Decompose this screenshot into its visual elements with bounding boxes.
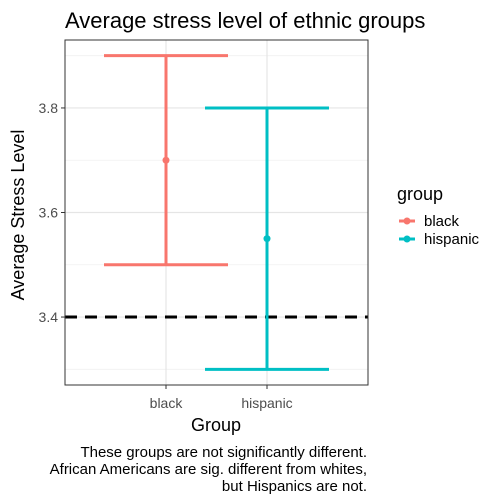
errorbar-black <box>104 54 228 267</box>
x-tick-label: hispanic <box>241 395 292 411</box>
caption-line-2: African Americans are sig. different fro… <box>50 461 367 478</box>
y-axis-title: Average Stress Level <box>8 130 28 301</box>
x-axis-title: Group <box>191 415 241 435</box>
x-axis: black hispanic <box>150 385 293 411</box>
mean-point <box>162 156 170 164</box>
caption: These groups are not significantly diffe… <box>50 444 367 495</box>
caption-line-3: but Hispanics are not. <box>222 478 367 495</box>
y-axis: 3.4 3.6 3.8 <box>39 100 65 325</box>
x-tick-label: black <box>150 395 184 411</box>
plot-panel <box>64 39 369 386</box>
chart-marks <box>65 54 368 371</box>
errorbar-hispanic <box>205 106 329 371</box>
legend-label: hispanic <box>424 231 480 248</box>
y-tick-label: 3.8 <box>39 100 59 116</box>
y-tick-label: 3.4 <box>39 309 59 325</box>
legend-key-point <box>403 235 411 243</box>
legend-title: group <box>397 184 443 204</box>
legend-item-black: black <box>399 213 460 230</box>
caption-line-1: These groups are not significantly diffe… <box>80 444 367 461</box>
chart-title: Average stress level of ethnic groups <box>65 8 425 33</box>
legend-key-point <box>403 217 411 225</box>
legend-label: black <box>424 213 460 230</box>
y-tick-label: 3.6 <box>39 205 59 221</box>
mean-point <box>263 235 271 243</box>
legend-item-hispanic: hispanic <box>399 231 480 248</box>
